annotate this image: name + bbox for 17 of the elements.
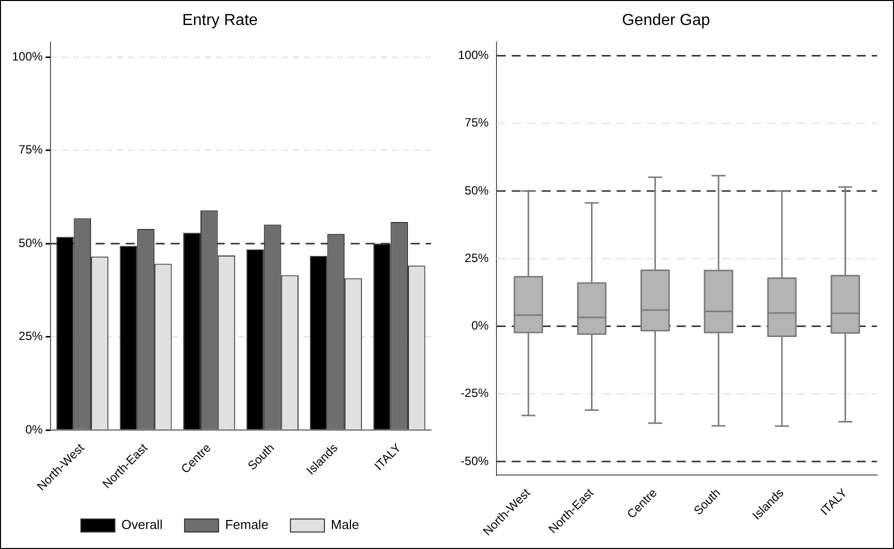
y-tick-label: 50%	[18, 236, 44, 250]
y-tick-label: -50%	[460, 454, 490, 468]
legend-label: Overall	[121, 517, 163, 532]
y-tick-label: 25%	[464, 250, 490, 265]
y-tick-label: 0%	[25, 422, 44, 436]
chart-title: Entry Rate	[182, 12, 258, 30]
y-tick-label: 0%	[471, 318, 490, 333]
y-tick-label: 25%	[18, 329, 44, 344]
y-tick-label: 100%	[458, 48, 490, 62]
y-tick-label: 75%	[464, 116, 490, 130]
legend-label: Female	[225, 517, 268, 532]
y-tick-label: 100%	[12, 49, 44, 64]
chart-title: Gender Gap	[622, 12, 710, 30]
y-tick-label: -25%	[460, 386, 490, 400]
y-tick-label: 75%	[18, 142, 44, 157]
legend-label: Male	[330, 517, 360, 532]
y-tick-label: 50%	[464, 183, 490, 198]
